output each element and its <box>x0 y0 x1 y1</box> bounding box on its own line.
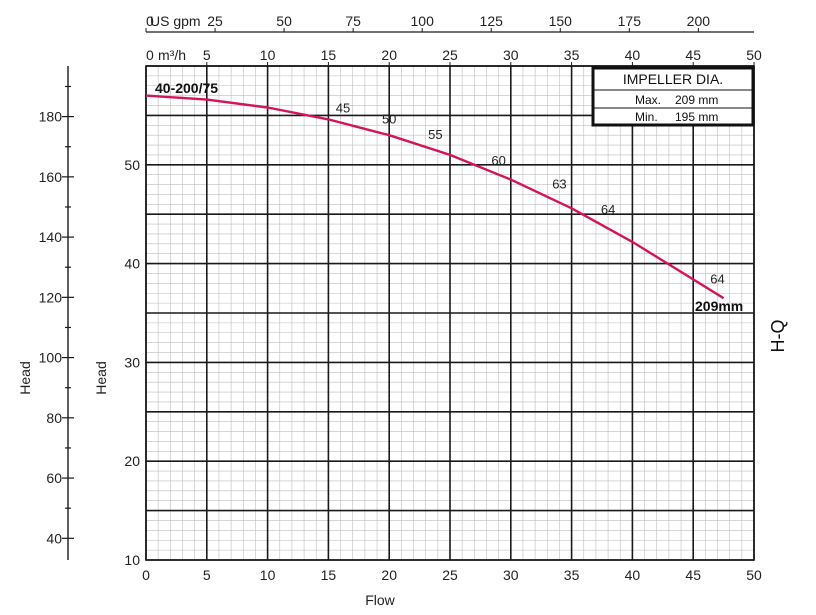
top-m3h-tick-label: 15 <box>321 47 337 63</box>
impeller-min-value: 195 mm <box>675 110 718 124</box>
efficiency-label: 63 <box>552 177 566 192</box>
major-grid <box>145 65 755 561</box>
y-tick-label: 50 <box>124 157 140 173</box>
x-tick-label: 15 <box>321 567 337 583</box>
efficiency-label: 64 <box>601 202 615 217</box>
y-tick-label: 10 <box>124 552 140 568</box>
top-m3h-tick-label: 45 <box>685 47 701 63</box>
x-tick-label: 35 <box>564 567 580 583</box>
impeller-box-title: IMPELLER DIA. <box>623 71 723 87</box>
y-tick-label: 40 <box>124 256 140 272</box>
impeller-max-label: Max. <box>635 93 661 107</box>
y-tick-label: 30 <box>124 354 140 370</box>
top-gpm-tick-label: 0 <box>146 13 154 29</box>
x-tick-label: 45 <box>685 567 701 583</box>
efficiency-label: 60 <box>491 153 505 168</box>
y-axis-title-inner: Head <box>93 361 109 394</box>
outer-y-tick-label: 120 <box>39 289 63 305</box>
series-label: 209mm <box>695 298 743 314</box>
top-m3h-tick-label: 5 <box>203 47 211 63</box>
x-tick-label: 0 <box>142 567 150 583</box>
x-tick-label: 20 <box>381 567 397 583</box>
efficiency-label: 64 <box>710 271 724 286</box>
top-gpm-tick-label: 50 <box>276 13 292 29</box>
top-gpm-tick-label: 75 <box>345 13 361 29</box>
outer-y-tick-label: 160 <box>39 169 63 185</box>
outer-y-tick-label: 100 <box>39 350 63 366</box>
top-m3h-tick-label: 35 <box>564 47 580 63</box>
outer-y-tick-label: 140 <box>39 229 63 245</box>
efficiency-label: 55 <box>428 127 442 142</box>
outer-y-tick-label: 80 <box>46 410 62 426</box>
hq-curve-209mm <box>145 94 725 300</box>
top-gpm-tick-label: 200 <box>687 13 711 29</box>
top-m3h-tick-label: 10 <box>260 47 276 63</box>
efficiency-label: 50 <box>382 111 396 126</box>
efficiency-label: 45 <box>336 100 350 115</box>
outer-y-tick-label: 180 <box>39 109 63 125</box>
top-m3h-tick-label: 0 <box>146 47 154 63</box>
top-axis-gpm-unit: US gpm <box>150 13 201 29</box>
top-m3h-tick-label: 25 <box>442 47 458 63</box>
curve-type-label: H-Q <box>768 320 788 353</box>
impeller-max-value: 209 mm <box>675 93 718 107</box>
top-gpm-tick-label: 100 <box>411 13 435 29</box>
outer-y-tick-label: 40 <box>46 530 62 546</box>
impeller-diameter-box: IMPELLER DIA. Max. 209 mm Min. 195 mm <box>591 66 755 127</box>
x-axis-title: Flow <box>365 592 395 608</box>
x-tick-label: 10 <box>260 567 276 583</box>
impeller-min-label: Min. <box>635 110 658 124</box>
top-axis-m3h-unit: m³/h <box>158 47 186 63</box>
top-m3h-tick-label: 40 <box>625 47 641 63</box>
x-tick-label: 25 <box>442 567 458 583</box>
x-tick-label: 40 <box>625 567 641 583</box>
tick-labels: 0 5 10 15 20 25 30 35 40 45 50 0 5 10 15 20 25 30 35 40 45 50… <box>39 13 762 583</box>
top-m3h-tick-label: 20 <box>381 47 397 63</box>
top-m3h-tick-label: 50 <box>746 47 762 63</box>
x-tick-label: 5 <box>203 567 211 583</box>
top-gpm-tick-label: 25 <box>207 13 223 29</box>
annotation-layer: 45 50 55 60 63 64 64 <box>336 100 725 286</box>
outer-y-tick-label: 60 <box>46 470 62 486</box>
x-tick-label: 30 <box>503 567 519 583</box>
top-gpm-tick-label: 150 <box>549 13 573 29</box>
y-tick-label: 20 <box>124 453 140 469</box>
x-tick-label: 50 <box>746 567 762 583</box>
y-axis-title-outer: Head <box>17 361 33 394</box>
top-m3h-tick-label: 30 <box>503 47 519 63</box>
hq-curve-layer <box>145 94 725 300</box>
model-label: 40-200/75 <box>155 80 218 96</box>
top-gpm-tick-label: 125 <box>480 13 504 29</box>
top-gpm-tick-label: 175 <box>618 13 642 29</box>
